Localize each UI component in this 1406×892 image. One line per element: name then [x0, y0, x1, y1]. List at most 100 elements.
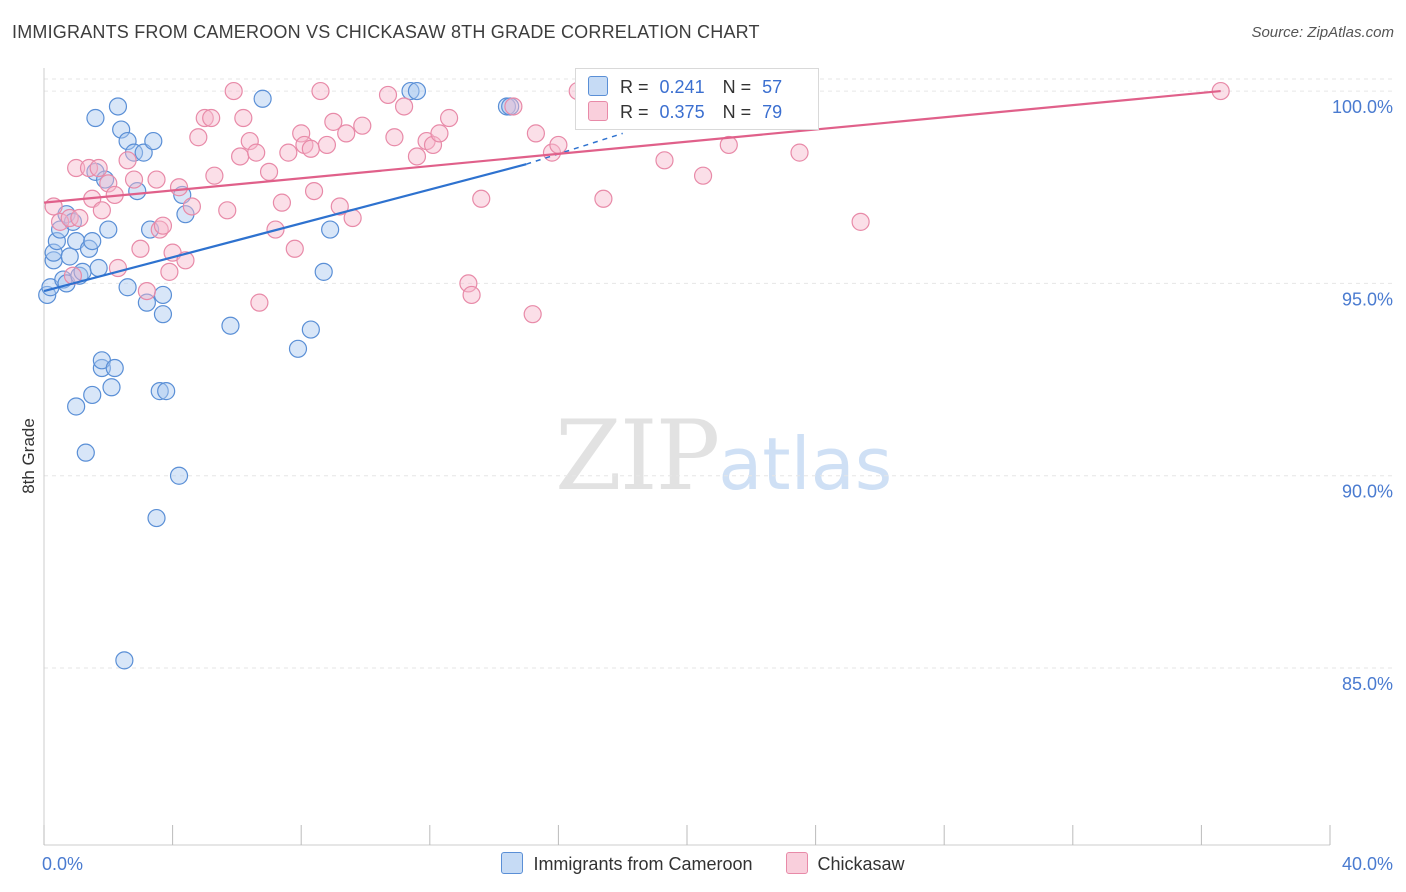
- legend-r-label: R =: [620, 77, 649, 97]
- watermark-zip: ZIP: [555, 400, 720, 512]
- point-cameroon: [144, 131, 163, 151]
- legend-n-label: N =: [722, 102, 752, 122]
- point-chickasaw: [70, 208, 89, 228]
- point-chickasaw: [439, 108, 459, 128]
- point-chickasaw: [378, 85, 398, 105]
- legend-r-value: 0.241: [659, 77, 705, 97]
- legend-swatch-chickasaw: [785, 852, 808, 874]
- point-chickasaw: [224, 81, 243, 101]
- point-chickasaw: [67, 158, 86, 178]
- point-chickasaw: [231, 147, 250, 166]
- chart-title: IMMIGRANTS FROM CAMEROON VS CHICKASAW 8T…: [12, 22, 760, 42]
- point-cameroon: [147, 508, 166, 528]
- y-tick-label: 100.0%: [1332, 97, 1393, 117]
- point-cameroon: [83, 385, 102, 405]
- point-chickasaw: [259, 162, 279, 181]
- point-chickasaw: [324, 112, 343, 131]
- trend-line-chickasaw: [43, 89, 1221, 204]
- point-chickasaw: [472, 189, 491, 208]
- point-cameroon: [86, 108, 105, 128]
- legend-item-cameroon: Immigrants from Cameroon: [501, 852, 753, 875]
- x-tick-label-max: 40.0%: [1342, 854, 1393, 874]
- point-chickasaw: [301, 139, 320, 158]
- point-chickasaw: [195, 108, 214, 128]
- point-cameroon: [321, 220, 340, 239]
- point-chickasaw: [523, 305, 542, 324]
- legend-r-value: 0.375: [659, 102, 705, 122]
- point-cameroon: [83, 231, 102, 251]
- correlation-legend: R = 0.241 N = 57 R = 0.375 N = 79: [575, 68, 819, 130]
- series-legend: Immigrants from Cameroon Chickasaw: [0, 852, 1406, 875]
- watermark-atlas: atlas: [718, 422, 893, 506]
- point-cameroon: [89, 258, 108, 278]
- point-chickasaw: [330, 197, 349, 216]
- point-cameroon: [288, 339, 308, 358]
- point-chickasaw: [292, 124, 311, 143]
- point-cameroon: [105, 358, 124, 378]
- legend-r-label: R =: [620, 102, 649, 122]
- legend-item-chickasaw: Chickasaw: [785, 852, 905, 875]
- point-cameroon: [99, 220, 118, 239]
- point-chickasaw: [89, 158, 108, 178]
- point-chickasaw: [92, 201, 111, 220]
- trend-line-cameroon-extension: [526, 132, 623, 165]
- point-cameroon: [76, 443, 95, 462]
- point-chickasaw: [118, 151, 137, 170]
- point-cameroon: [128, 181, 147, 201]
- point-chickasaw: [79, 158, 99, 178]
- point-cameroon: [221, 316, 240, 335]
- legend-swatch-cameroon: [501, 852, 524, 874]
- point-chickasaw: [459, 274, 478, 293]
- point-chickasaw: [353, 116, 372, 135]
- legend-swatch-chickasaw: [588, 101, 608, 121]
- legend-label-cameroon: Immigrants from Cameroon: [533, 854, 753, 874]
- point-cameroon: [112, 120, 131, 139]
- legend-row-chickasaw: R = 0.375 N = 79: [588, 101, 782, 125]
- point-chickasaw: [202, 108, 221, 128]
- point-cameroon: [47, 231, 66, 251]
- point-chickasaw: [124, 170, 144, 189]
- point-cameroon: [407, 81, 427, 101]
- point-cameroon: [153, 285, 173, 305]
- point-cameroon: [92, 358, 111, 378]
- point-chickasaw: [99, 174, 118, 193]
- point-chickasaw: [594, 189, 613, 208]
- point-cameroon: [60, 247, 79, 266]
- point-chickasaw: [131, 239, 150, 258]
- point-chickasaw: [153, 216, 173, 235]
- point-chickasaw: [423, 135, 443, 155]
- point-cameroon: [102, 378, 121, 397]
- legend-n-value: 57: [762, 77, 783, 97]
- point-cameroon: [169, 466, 189, 485]
- point-cameroon: [401, 81, 420, 101]
- point-chickasaw: [182, 197, 201, 216]
- point-chickasaw: [430, 124, 449, 143]
- point-chickasaw: [504, 97, 523, 116]
- point-chickasaw: [279, 143, 298, 162]
- point-chickasaw: [234, 108, 253, 128]
- point-chickasaw: [462, 285, 481, 305]
- y-tick-label: 85.0%: [1342, 674, 1393, 694]
- point-chickasaw: [160, 262, 179, 281]
- trend-line-cameroon: [43, 163, 527, 293]
- point-chickasaw: [317, 135, 337, 155]
- point-cameroon: [157, 382, 176, 401]
- point-chickasaw: [311, 81, 330, 101]
- point-cameroon: [150, 382, 169, 401]
- point-chickasaw: [385, 128, 404, 147]
- point-chickasaw: [285, 239, 304, 258]
- point-chickasaw: [851, 212, 870, 231]
- source-credit: Source: ZipAtlas.com: [1251, 24, 1394, 41]
- y-tick-label: 95.0%: [1342, 289, 1393, 309]
- point-chickasaw: [147, 170, 166, 189]
- x-tick-label-min: 0.0%: [42, 854, 83, 874]
- point-chickasaw: [205, 166, 224, 185]
- point-cameroon: [108, 97, 128, 116]
- point-cameroon: [153, 305, 173, 324]
- point-chickasaw: [50, 212, 70, 231]
- point-cameroon: [67, 397, 86, 416]
- legend-label-chickasaw: Chickasaw: [817, 854, 905, 874]
- point-cameroon: [118, 278, 137, 297]
- point-chickasaw: [250, 293, 269, 312]
